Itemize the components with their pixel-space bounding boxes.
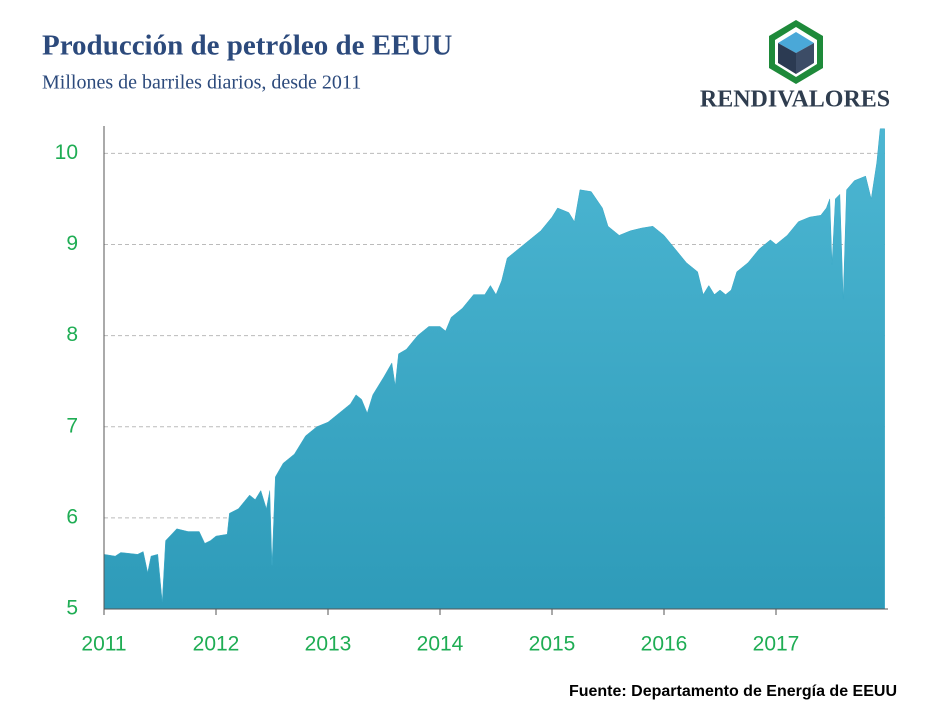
x-tick-label: 2016 <box>641 633 688 656</box>
source: Fuente: Departamento de Energía de EEUU <box>569 683 897 700</box>
chart-subtitle: Millones de barriles diarios, desde 2011 <box>42 72 361 94</box>
x-tick-label: 2012 <box>193 633 240 656</box>
y-tick-label: 9 <box>66 232 78 255</box>
x-tick-label: 2013 <box>305 633 352 656</box>
area <box>103 128 885 610</box>
y-tick-label: 8 <box>66 323 78 346</box>
x-tick-label: 2015 <box>529 633 576 656</box>
logo <box>769 20 823 84</box>
x-tick-label: 2014 <box>417 633 464 656</box>
chart-title: Producción de petróleo de EEUU <box>42 30 452 62</box>
y-tick-label: 6 <box>66 505 78 528</box>
brand: RENDIVALORES <box>700 87 890 113</box>
x-tick-label: 2011 <box>81 633 126 656</box>
y-tick-label: 7 <box>66 414 78 437</box>
x-tick-label: 2017 <box>753 633 800 656</box>
y-tick-label: 5 <box>66 597 78 620</box>
y-tick-label: 10 <box>55 141 78 164</box>
